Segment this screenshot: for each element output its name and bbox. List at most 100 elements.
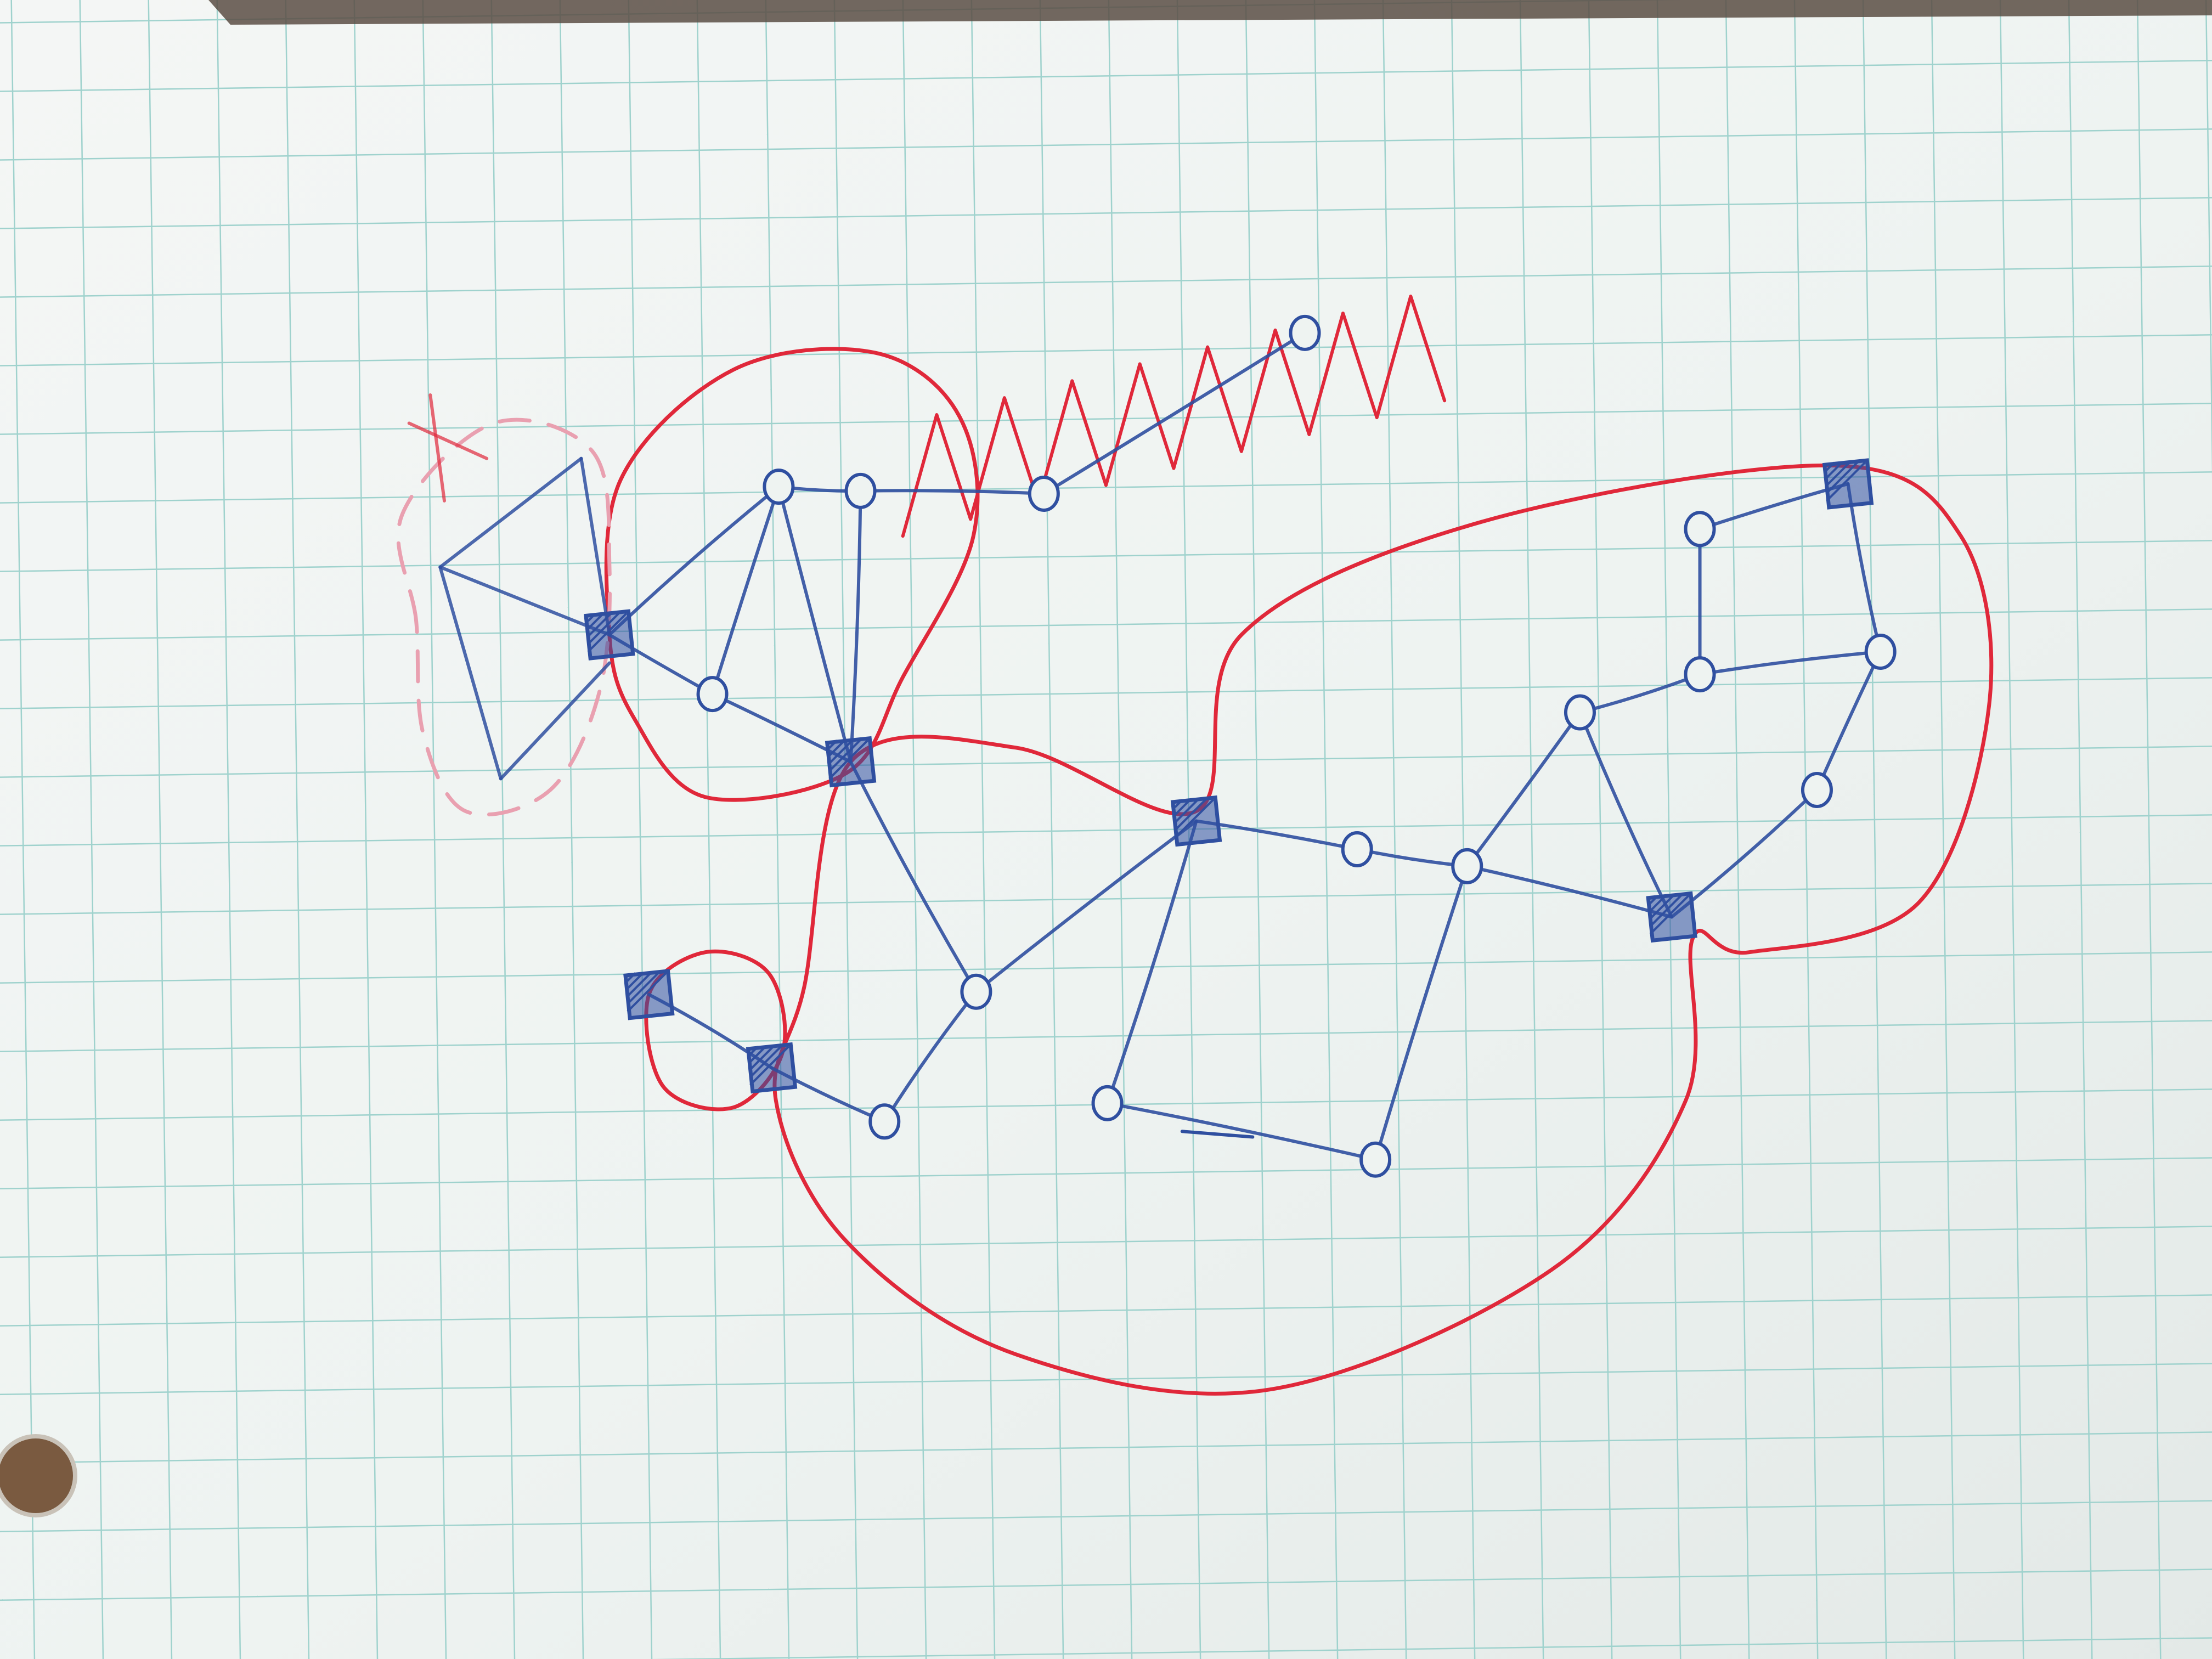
graph-edge xyxy=(777,485,853,764)
square-node-hatch xyxy=(828,740,838,749)
graph-edge xyxy=(438,456,583,569)
square-node-hatch xyxy=(1826,461,1843,479)
square-node-hatch xyxy=(587,612,597,622)
binder-hole-rim xyxy=(0,1434,77,1517)
square-node-hatch xyxy=(1649,894,1690,935)
round-node xyxy=(1684,511,1716,548)
graph-edge xyxy=(883,990,978,1124)
cross-out-mark xyxy=(428,393,446,503)
square-node xyxy=(1170,795,1222,847)
square-node xyxy=(825,736,877,788)
square-node-hatch xyxy=(1649,894,1682,927)
graph-edge xyxy=(849,489,862,764)
square-node-hatch xyxy=(1174,799,1214,839)
square-node-box xyxy=(825,736,877,788)
graph-edge xyxy=(1698,650,1882,676)
square-node-hatch xyxy=(1826,461,1858,494)
round-node xyxy=(696,676,729,713)
round-node xyxy=(868,1103,901,1140)
square-node xyxy=(584,609,635,661)
square-node-box xyxy=(584,609,635,661)
red-boundaries xyxy=(396,294,1994,1396)
square-node-hatch xyxy=(1826,461,1835,471)
graph-edge xyxy=(1105,819,1198,1105)
graph-edge xyxy=(1578,710,1674,919)
square-node-hatch xyxy=(627,972,636,982)
square-node-hatch xyxy=(627,972,652,997)
top-edge-shadow xyxy=(208,0,2212,25)
graph-edge xyxy=(710,485,781,696)
square-node-hatch xyxy=(587,612,628,653)
square-node-hatch xyxy=(749,1046,782,1078)
round-node xyxy=(763,469,795,505)
square-node-hatch xyxy=(1649,894,1674,919)
square-node-hatch xyxy=(587,612,620,645)
square-node-box xyxy=(623,969,675,1020)
stray-stroke xyxy=(1180,1130,1255,1139)
square-node-hatch xyxy=(1649,894,1659,904)
square-node-hatch xyxy=(749,1046,766,1063)
square-node-hatch xyxy=(828,740,868,780)
square-node-box xyxy=(1822,458,1874,510)
blue-edges xyxy=(438,331,1882,1161)
red-boundary xyxy=(772,463,1994,1396)
round-node xyxy=(1091,1085,1124,1121)
square-node-hatch xyxy=(627,972,644,990)
square-node-box xyxy=(746,1042,798,1094)
red-boundary xyxy=(396,417,612,817)
square-node-hatch xyxy=(627,972,667,1013)
graph-edge xyxy=(1578,673,1702,714)
square-node-hatch xyxy=(1174,799,1183,808)
square-node-hatch xyxy=(1174,799,1191,816)
round-node xyxy=(1359,1141,1392,1178)
red-scribble xyxy=(901,294,1447,538)
square-node-hatch xyxy=(749,1046,774,1070)
square-node-hatch xyxy=(828,740,853,764)
square-node xyxy=(1646,891,1697,943)
square-node-box xyxy=(1170,795,1222,847)
red-boundary xyxy=(604,347,980,802)
round-node xyxy=(1864,633,1897,670)
binder-hole xyxy=(0,1436,75,1515)
graph-edge xyxy=(1374,864,1469,1161)
square-node-hatch xyxy=(828,740,861,772)
round-node xyxy=(1564,694,1596,731)
graph-edge xyxy=(1815,650,1882,792)
square-node-hatch xyxy=(1649,894,1667,912)
graph-edge xyxy=(1846,482,1882,653)
square-node-hatch xyxy=(1826,461,1850,487)
graph-edge xyxy=(438,565,503,781)
square-node-hatch xyxy=(828,740,845,757)
square-node-hatch xyxy=(749,1046,789,1086)
graph-edge xyxy=(499,661,611,781)
square-node-hatch xyxy=(587,612,612,637)
round-node xyxy=(1801,771,1833,808)
round-node xyxy=(960,973,992,1010)
graph-edge xyxy=(974,819,1198,994)
square-node-hatch xyxy=(749,1046,759,1055)
square-node-hatch xyxy=(1826,461,1866,502)
cross-out-mark xyxy=(407,421,489,460)
round-node xyxy=(1028,475,1060,512)
blue-nodes xyxy=(584,314,1897,1178)
graph-edge xyxy=(607,485,781,637)
graph-edge xyxy=(859,489,1046,495)
round-node xyxy=(1451,848,1483,884)
graph-edge xyxy=(1465,864,1674,919)
graph-edge xyxy=(849,760,978,994)
square-node xyxy=(746,1042,798,1094)
square-node-hatch xyxy=(587,612,605,630)
square-node xyxy=(623,969,675,1020)
square-node-hatch xyxy=(1174,799,1206,831)
graph-edge xyxy=(438,565,611,637)
graph-edge xyxy=(1042,331,1307,495)
square-node-hatch xyxy=(1174,799,1199,823)
graph-edge xyxy=(1670,788,1819,919)
graph-edge xyxy=(1355,847,1469,868)
square-node xyxy=(1822,458,1874,510)
square-node-hatch xyxy=(627,972,659,1005)
graph-edge xyxy=(579,456,611,637)
